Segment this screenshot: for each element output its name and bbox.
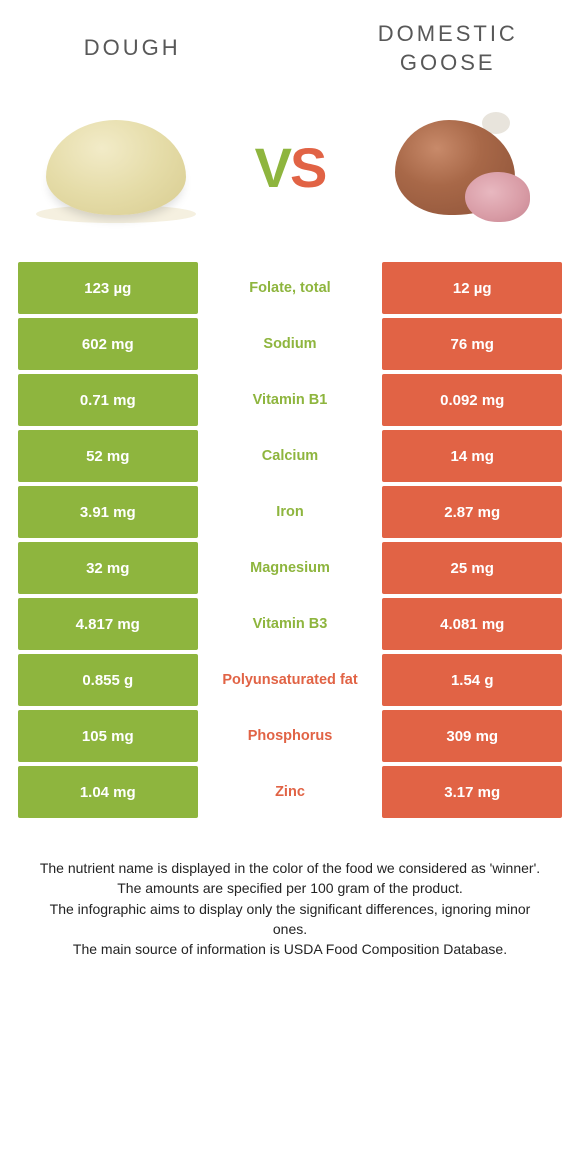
vs-label: VS: [255, 135, 326, 200]
value-left: 0.855 g: [18, 654, 198, 706]
value-left: 32 mg: [18, 542, 198, 594]
dough-icon: [46, 120, 186, 215]
nutrient-name: Vitamin B3: [198, 598, 383, 650]
value-right: 14 mg: [382, 430, 562, 482]
nutrient-name: Vitamin B1: [198, 374, 383, 426]
nutrient-name: Folate, total: [198, 262, 383, 314]
nutrient-name: Magnesium: [198, 542, 383, 594]
images-row: VS: [18, 102, 562, 232]
value-right: 12 µg: [382, 262, 562, 314]
footer-line: The nutrient name is displayed in the co…: [38, 858, 542, 878]
header: Dough Domestic goose: [18, 20, 562, 77]
value-right: 3.17 mg: [382, 766, 562, 818]
table-row: 52 mgCalcium14 mg: [18, 430, 562, 482]
value-right: 76 mg: [382, 318, 562, 370]
value-right: 25 mg: [382, 542, 562, 594]
value-left: 123 µg: [18, 262, 198, 314]
goose-icon: [390, 112, 540, 222]
nutrient-name: Calcium: [198, 430, 383, 482]
vs-s: S: [290, 136, 325, 199]
value-left: 602 mg: [18, 318, 198, 370]
table-row: 123 µgFolate, total12 µg: [18, 262, 562, 314]
food-title-left: Dough: [18, 34, 246, 63]
footer-line: The infographic aims to display only the…: [38, 899, 542, 940]
value-left: 52 mg: [18, 430, 198, 482]
value-left: 105 mg: [18, 710, 198, 762]
value-right: 309 mg: [382, 710, 562, 762]
table-row: 3.91 mgIron2.87 mg: [18, 486, 562, 538]
value-left: 3.91 mg: [18, 486, 198, 538]
value-left: 1.04 mg: [18, 766, 198, 818]
footer-notes: The nutrient name is displayed in the co…: [18, 858, 562, 959]
comparison-table: 123 µgFolate, total12 µg602 mgSodium76 m…: [18, 262, 562, 818]
goose-image: [377, 102, 552, 232]
value-right: 1.54 g: [382, 654, 562, 706]
value-left: 0.71 mg: [18, 374, 198, 426]
footer-line: The main source of information is USDA F…: [38, 939, 542, 959]
table-row: 105 mgPhosphorus309 mg: [18, 710, 562, 762]
nutrient-name: Sodium: [198, 318, 383, 370]
food-title-right: Domestic goose: [334, 20, 562, 77]
value-right: 0.092 mg: [382, 374, 562, 426]
vs-v: V: [255, 136, 290, 199]
footer-line: The amounts are specified per 100 gram o…: [38, 878, 542, 898]
table-row: 0.71 mgVitamin B10.092 mg: [18, 374, 562, 426]
table-row: 0.855 gPolyunsaturated fat1.54 g: [18, 654, 562, 706]
table-row: 4.817 mgVitamin B34.081 mg: [18, 598, 562, 650]
table-row: 1.04 mgZinc3.17 mg: [18, 766, 562, 818]
value-right: 4.081 mg: [382, 598, 562, 650]
nutrient-name: Zinc: [198, 766, 383, 818]
value-right: 2.87 mg: [382, 486, 562, 538]
table-row: 32 mgMagnesium25 mg: [18, 542, 562, 594]
table-row: 602 mgSodium76 mg: [18, 318, 562, 370]
nutrient-name: Iron: [198, 486, 383, 538]
nutrient-name: Polyunsaturated fat: [198, 654, 383, 706]
dough-image: [28, 102, 203, 232]
value-left: 4.817 mg: [18, 598, 198, 650]
nutrient-name: Phosphorus: [198, 710, 383, 762]
